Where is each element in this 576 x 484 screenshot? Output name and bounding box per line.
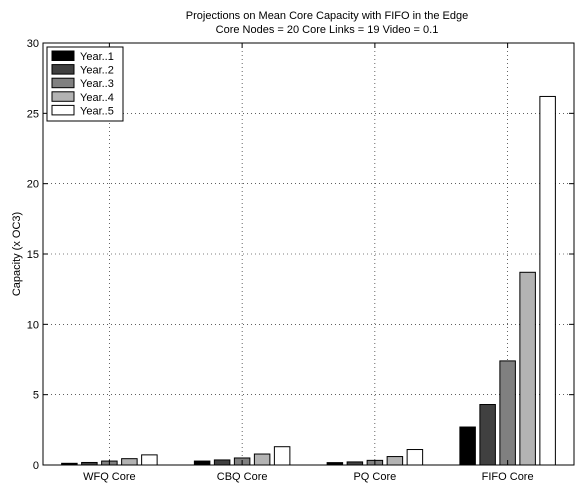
y-axis-label: Capacity (x OC3) [11,212,23,296]
y-tick-label: 0 [33,460,39,472]
y-tick-label: 25 [27,108,39,120]
bar-fifo-core-year-1 [459,426,476,466]
y-tick-label: 30 [27,38,39,50]
bar-cbq-core-year-5 [273,446,291,466]
y-tick-label: 15 [27,249,39,261]
bar-cbq-core-year-4 [253,453,271,466]
bar-fifo-core-year-3 [499,360,516,466]
y-tick-label: 10 [27,319,39,331]
legend-label: Year..2 [80,65,114,77]
bar-fifo-core-year-2 [479,404,496,466]
legend-label: Year..5 [80,105,114,117]
bar-cbq-core-year-2 [213,459,231,466]
legend-swatch [51,91,75,102]
legend-label: Year..4 [80,92,114,104]
legend-label: Year..1 [80,51,114,63]
legend-swatch [51,64,75,75]
x-tick-label: WFQ Core [83,471,136,483]
x-tick-label: PQ Core [353,471,396,483]
x-tick-label: CBQ Core [217,471,268,483]
bar-cbq-core-year-1 [193,460,211,466]
legend-swatch [51,77,75,89]
y-tick-label: 5 [33,390,39,402]
bars [61,95,556,466]
y-tick-label: 20 [27,179,39,191]
bar-fifo-core-year-5 [539,95,556,466]
bar-fifo-core-year-4 [519,271,536,466]
bar-pq-core-year-5 [406,449,424,466]
chart-subtitle: Core Nodes = 20 Core Links = 19 Video = … [216,24,439,36]
chart-title: Projections on Mean Core Capacity with F… [186,10,468,22]
bar-pq-core-year-4 [386,456,404,466]
legend-swatch [51,104,75,116]
bar-wfq-core-year-4 [121,458,138,466]
axis-ticks: 0 5 10 15 20 25 30 WFQ Core CBQ Core PQ Core FIFO … [27,38,574,483]
legend-swatch [51,50,75,61]
grid [43,43,574,465]
bar-wfq-core-year-5 [141,454,158,466]
legend-label: Year..3 [80,78,114,90]
x-tick-label: FIFO Core [482,471,534,483]
